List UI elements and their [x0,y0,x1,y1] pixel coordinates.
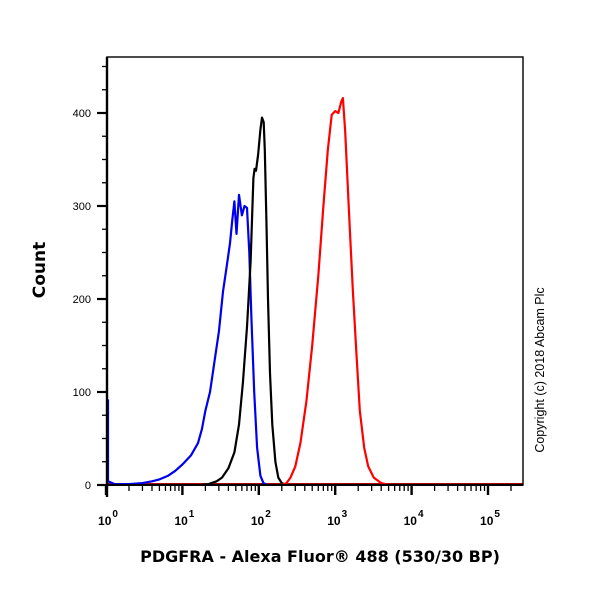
x-tick-label: 104 [404,509,424,528]
x-tick-label: 101 [174,509,194,528]
histogram-curve-blue [106,193,268,486]
y-tick-label: 400 [73,108,91,120]
histogram-curves [106,96,523,487]
y-tick-label: 100 [73,387,91,399]
x-axis-label: PDGFRA - Alexa Fluor® 488 (530/30 BP) [140,547,500,566]
copyright-annotation: Copyright (c) 2018 Abcam Plc [533,287,547,453]
y-tick-label: 300 [73,201,91,213]
x-tick-label: 102 [251,509,271,528]
x-tick-label: 105 [480,509,500,528]
y-tick-label: 200 [73,294,91,306]
histogram-curve-black [201,116,287,487]
x-tick-label: 103 [327,509,347,528]
x-tick-label: 100 [98,509,118,528]
plot-frame [97,56,524,497]
plot-border [106,56,524,486]
y-axis-label: Count [30,241,50,299]
histogram-curve-red [281,96,389,487]
axes: 0 100 200 300 400 100 101 102 103 104 105 [73,65,512,528]
y-tick-label: 0 [85,480,91,492]
